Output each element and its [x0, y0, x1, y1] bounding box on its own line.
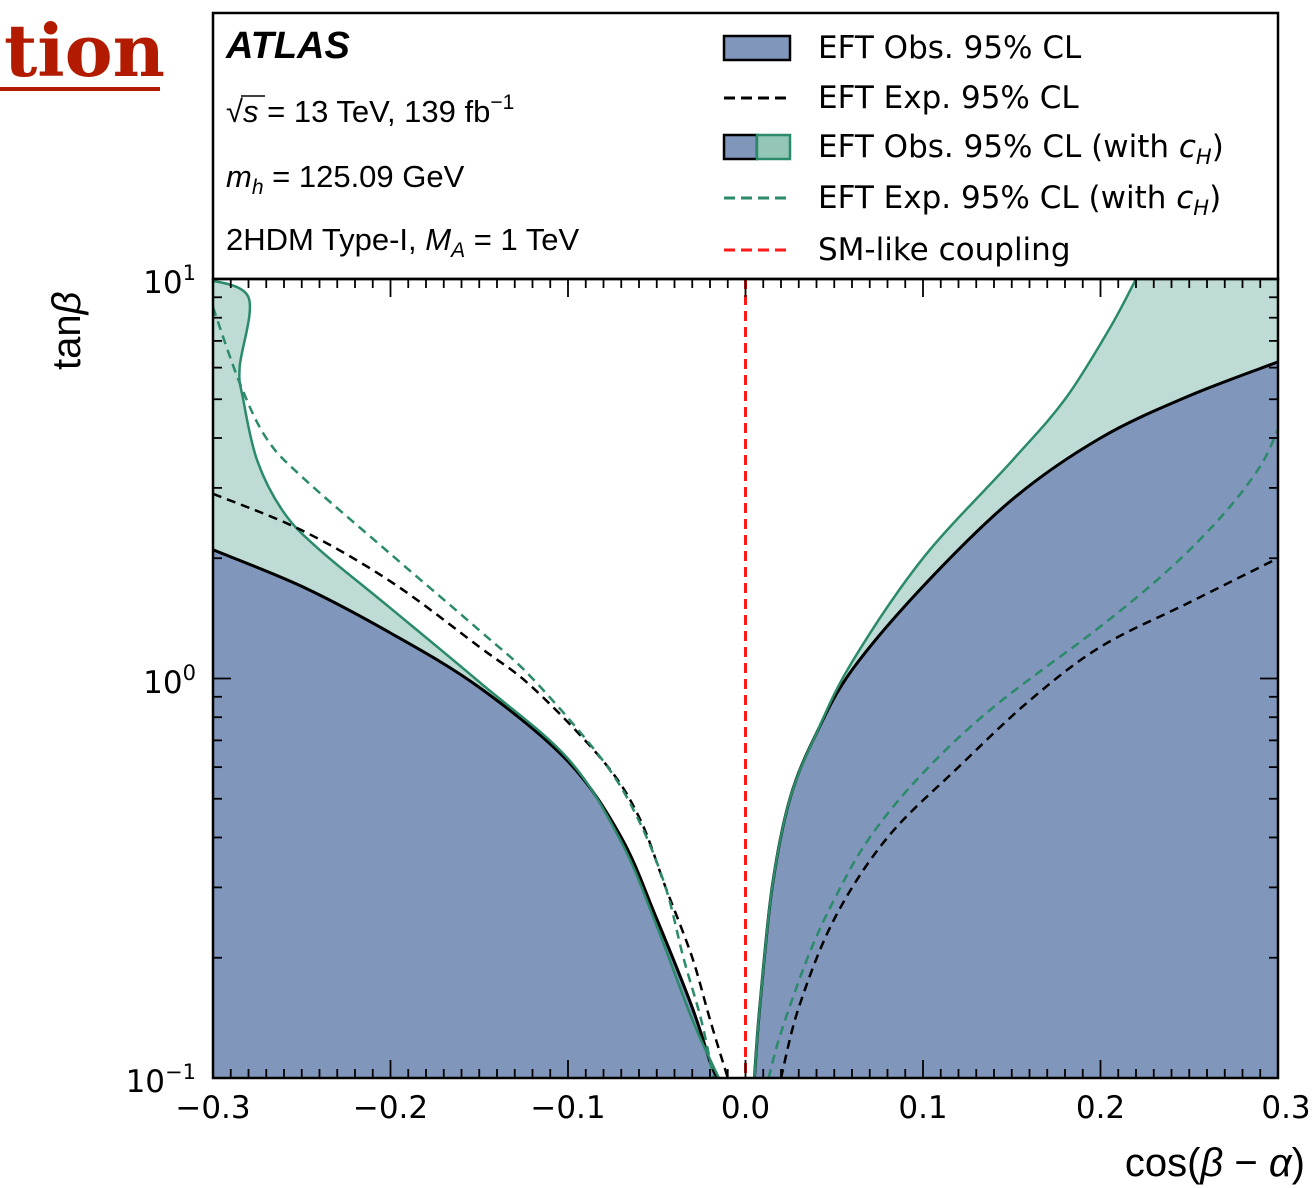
- obs-region-right: [754, 361, 1278, 1078]
- y-tick-label: 100: [143, 661, 196, 701]
- plot-data-layer: [213, 279, 1278, 1078]
- x-axis-label-beta: β: [1199, 1141, 1223, 1185]
- y-tick-labels: 10−1 100 101: [126, 261, 196, 1100]
- obs-ch-boundary-right: [753, 279, 1138, 1078]
- mass-sub: h: [252, 176, 264, 199]
- experiment-label: ATLAS: [225, 25, 350, 67]
- x-tick-label: −0.1: [530, 1090, 605, 1126]
- legend-exp-ch-sub: H: [1193, 196, 1209, 220]
- legend-exp-ch-c: c: [1176, 180, 1193, 216]
- model-prefix: 2HDM Type-I,: [226, 222, 425, 257]
- model-sub: A: [449, 239, 465, 262]
- mass-rest: = 125.09 GeV: [264, 159, 465, 194]
- x-axis-label-op: −: [1223, 1141, 1269, 1185]
- legend-swatch-obs-ch-right: [755, 133, 792, 161]
- axis-ticks: [212, 278, 1279, 1079]
- legend-label-exp: EFT Exp. 95% CL: [818, 80, 1079, 116]
- x-tick-labels: −0.3 −0.2 −0.1 0.0 0.1 0.2 0.3: [175, 1090, 1310, 1126]
- y-axis-label: tanβ: [45, 292, 89, 370]
- x-tick-label: 0.1: [898, 1090, 947, 1126]
- exp-line-left: [213, 492, 729, 1078]
- sqrt-symbol: √: [226, 94, 243, 129]
- y-axis-label-pre: tan: [45, 314, 89, 370]
- y-tick-base: 10: [143, 265, 182, 301]
- legend-label-obs: EFT Obs. 95% CL: [818, 30, 1082, 66]
- legend-obs-ch-sub: H: [1196, 145, 1212, 169]
- legend: EFT Obs. 95% CL EFT Exp. 95% CL EFT Obs.…: [722, 30, 1224, 268]
- x-axis-label-post: ): [1292, 1141, 1305, 1185]
- legend-label-obs-ch: EFT Obs. 95% CL (with cH): [818, 129, 1224, 169]
- x-tick-label: −0.3: [175, 1090, 250, 1126]
- y-axis-label-beta: β: [45, 292, 89, 316]
- header-panel-frame: [211, 11, 1280, 281]
- legend-label-sm: SM-like coupling: [818, 232, 1071, 268]
- y-tick-label: 10−1: [126, 1060, 196, 1100]
- y-tick-label: 101: [143, 261, 196, 301]
- x-tick-label: 0.0: [721, 1090, 770, 1126]
- exp-line-right: [779, 557, 1278, 1078]
- model-M: M: [425, 222, 451, 257]
- legend-obs-ch-text: EFT Obs. 95% CL (with: [818, 129, 1179, 165]
- legend-obs-ch-close: ): [1212, 129, 1224, 165]
- y-tick-exp: 0: [183, 661, 196, 685]
- x-axis-label-pre: cos(: [1125, 1141, 1201, 1185]
- model-label: 2HDM Type-I, MA = 1 TeV: [226, 222, 579, 262]
- legend-swatch-obs-ch-left: [722, 133, 759, 161]
- legend-swatch-obs: [722, 34, 792, 62]
- legend-exp-ch-close: ): [1209, 180, 1221, 216]
- x-tick-label: 0.2: [1076, 1090, 1125, 1126]
- legend-label-exp-ch: EFT Exp. 95% CL (with cH): [818, 180, 1221, 220]
- x-tick-label: 0.3: [1261, 1090, 1310, 1126]
- exp-ch-line-left: [213, 306, 715, 1078]
- obs-region-left: [213, 549, 718, 1078]
- x-axis-label: cos(β − α): [1125, 1141, 1305, 1185]
- legend-exp-ch-text: EFT Exp. 95% CL (with: [818, 180, 1176, 216]
- higgs-mass-label: mh = 125.09 GeV: [226, 159, 465, 199]
- x-tick-label: −0.2: [353, 1090, 428, 1126]
- y-tick-exp: 1: [183, 261, 196, 285]
- model-rest: = 1 TeV: [465, 222, 579, 257]
- exp-ch-line-right: [767, 428, 1278, 1078]
- energy-s: s: [243, 94, 259, 129]
- y-tick-exp: −1: [165, 1060, 196, 1084]
- lumi-exponent: −1: [490, 91, 514, 114]
- mass-m: m: [226, 159, 252, 194]
- legend-obs-ch-c: c: [1179, 129, 1196, 165]
- y-tick-base: 10: [143, 665, 182, 701]
- y-tick-base: 10: [126, 1064, 165, 1100]
- energy-lumi-label: √s = 13 TeV, 139 fb−1: [226, 91, 514, 129]
- cropped-heading: tion: [4, 8, 165, 93]
- energy-lumi-text: = 13 TeV, 139 fb: [259, 94, 491, 129]
- x-axis-label-alpha: α: [1269, 1141, 1293, 1185]
